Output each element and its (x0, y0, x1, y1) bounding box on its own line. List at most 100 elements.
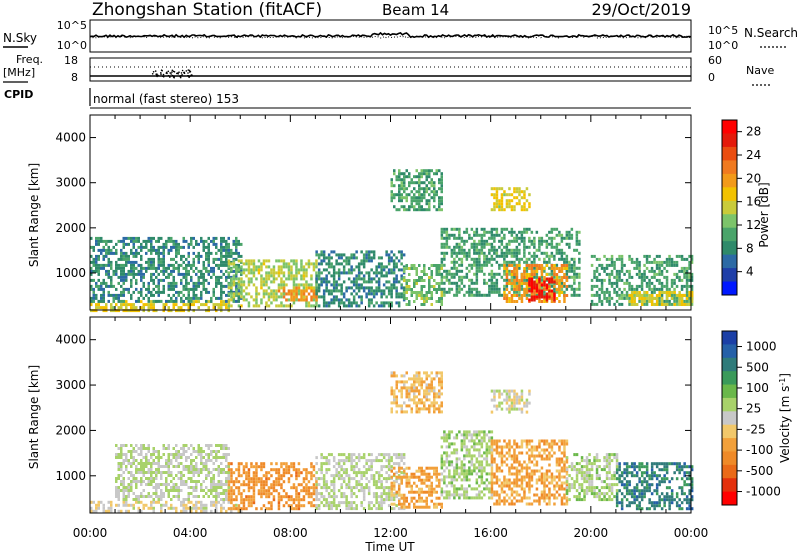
range-gate-cell (543, 293, 546, 297)
range-gate-cell (172, 447, 175, 450)
range-gate-cell (440, 386, 443, 390)
range-gate-cell (307, 489, 311, 493)
range-gate-cell (448, 272, 451, 276)
range-gate-cell (377, 304, 381, 308)
range-gate-cell (393, 392, 396, 396)
range-gate-cell (420, 172, 423, 176)
range-gate-cell (160, 503, 163, 507)
range-gate-cell (240, 259, 243, 263)
range-gate-cell (540, 278, 544, 282)
range-gate-cell (468, 248, 471, 252)
range-gate-cell (150, 453, 153, 456)
range-gate-cell (377, 280, 381, 284)
range-gate-cell (365, 286, 368, 290)
range-gate-cell (200, 509, 203, 513)
range-gate-cell (440, 264, 443, 267)
range-gate-cell (548, 295, 551, 299)
range-gate-cell (92, 500, 95, 504)
range-gate-cell (352, 468, 356, 472)
range-gate-cell (332, 504, 336, 508)
range-gate-cell (520, 279, 524, 282)
range-gate-cell (645, 293, 649, 297)
range-gate-cell (210, 269, 213, 273)
range-gate-cell (132, 251, 135, 255)
range-gate-cell (400, 478, 403, 482)
range-gate-cell (688, 260, 691, 264)
range-gate-cell (395, 292, 398, 296)
range-gate-cell (260, 468, 263, 472)
range-gate-cell (215, 453, 218, 456)
range-gate-cell (560, 281, 564, 285)
range-gate-cell (490, 263, 494, 267)
range-gate-cell (357, 262, 361, 266)
range-gate-cell (312, 504, 316, 508)
range-gate-cell (468, 284, 471, 288)
range-gate-cell (157, 486, 160, 489)
range-gate-cell (630, 291, 634, 294)
range-gate-cell (595, 275, 599, 279)
range-gate-cell (342, 253, 346, 257)
range-gate-cell (367, 304, 371, 308)
range-gate-cell (167, 447, 170, 450)
range-gate-cell (117, 281, 120, 285)
range-gate-cell (635, 294, 639, 297)
range-gate-cell (418, 196, 421, 200)
range-gate-cell (335, 253, 338, 257)
range-gate-cell (97, 254, 100, 258)
range-gate-cell (227, 309, 230, 313)
range-gate-cell (503, 233, 506, 237)
range-gate-cell (150, 306, 153, 310)
range-gate-cell (212, 500, 215, 504)
range-gate-cell (205, 245, 208, 249)
range-gate-cell (633, 291, 636, 294)
range-gate-cell (122, 444, 125, 447)
range-gate-cell (152, 260, 155, 264)
range-gate-cell (152, 480, 155, 483)
range-gate-cell (135, 500, 138, 504)
range-gate-cell (573, 290, 576, 294)
range-gate-cell (220, 263, 223, 267)
range-gate-cell (295, 477, 298, 481)
range-gate-cell (648, 297, 651, 300)
range-gate-cell (190, 462, 193, 465)
range-gate-cell (267, 259, 271, 263)
range-gate-cell (347, 456, 351, 460)
range-gate-cell (135, 309, 138, 313)
range-gate-cell (593, 284, 596, 288)
range-gate-cell (222, 500, 225, 504)
range-gate-cell (305, 274, 308, 278)
range-gate-cell (182, 299, 185, 303)
range-gate-cell (137, 495, 140, 498)
range-gate-cell (145, 503, 148, 507)
range-gate-cell (115, 266, 118, 270)
range-gate-cell (347, 477, 351, 481)
range-gate-cell (335, 462, 338, 466)
range-gate-cell (370, 468, 373, 472)
range-gate-cell (425, 371, 428, 375)
range-gate-cell (185, 509, 188, 513)
range-gate-cell (215, 284, 218, 288)
range-gate-cell (332, 301, 336, 305)
range-gate-cell (140, 290, 143, 294)
range-gate-cell (533, 283, 536, 287)
range-gate-cell (400, 292, 403, 296)
frequency-panel: Freq. [MHz] 18 8 60 0 Nave (3, 53, 774, 86)
nave-dip-dot (167, 74, 170, 77)
range-gate-cell (310, 465, 313, 469)
range-gate-cell (132, 245, 135, 249)
range-gate-cell (140, 480, 143, 483)
range-gate-cell (160, 278, 163, 282)
range-gate-cell (147, 477, 150, 480)
range-gate-cell (570, 257, 574, 261)
range-gate-cell (237, 504, 241, 508)
range-gate-cell (222, 456, 225, 459)
range-gate-cell (650, 290, 654, 294)
range-gate-cell (287, 504, 291, 508)
range-gate-cell (550, 267, 554, 270)
range-gate-cell (217, 248, 220, 252)
range-gate-cell (665, 269, 669, 273)
range-gate-cell (255, 471, 258, 475)
range-gate-cell (212, 474, 215, 477)
range-gate-cell (270, 280, 273, 284)
range-gate-cell (177, 309, 180, 313)
